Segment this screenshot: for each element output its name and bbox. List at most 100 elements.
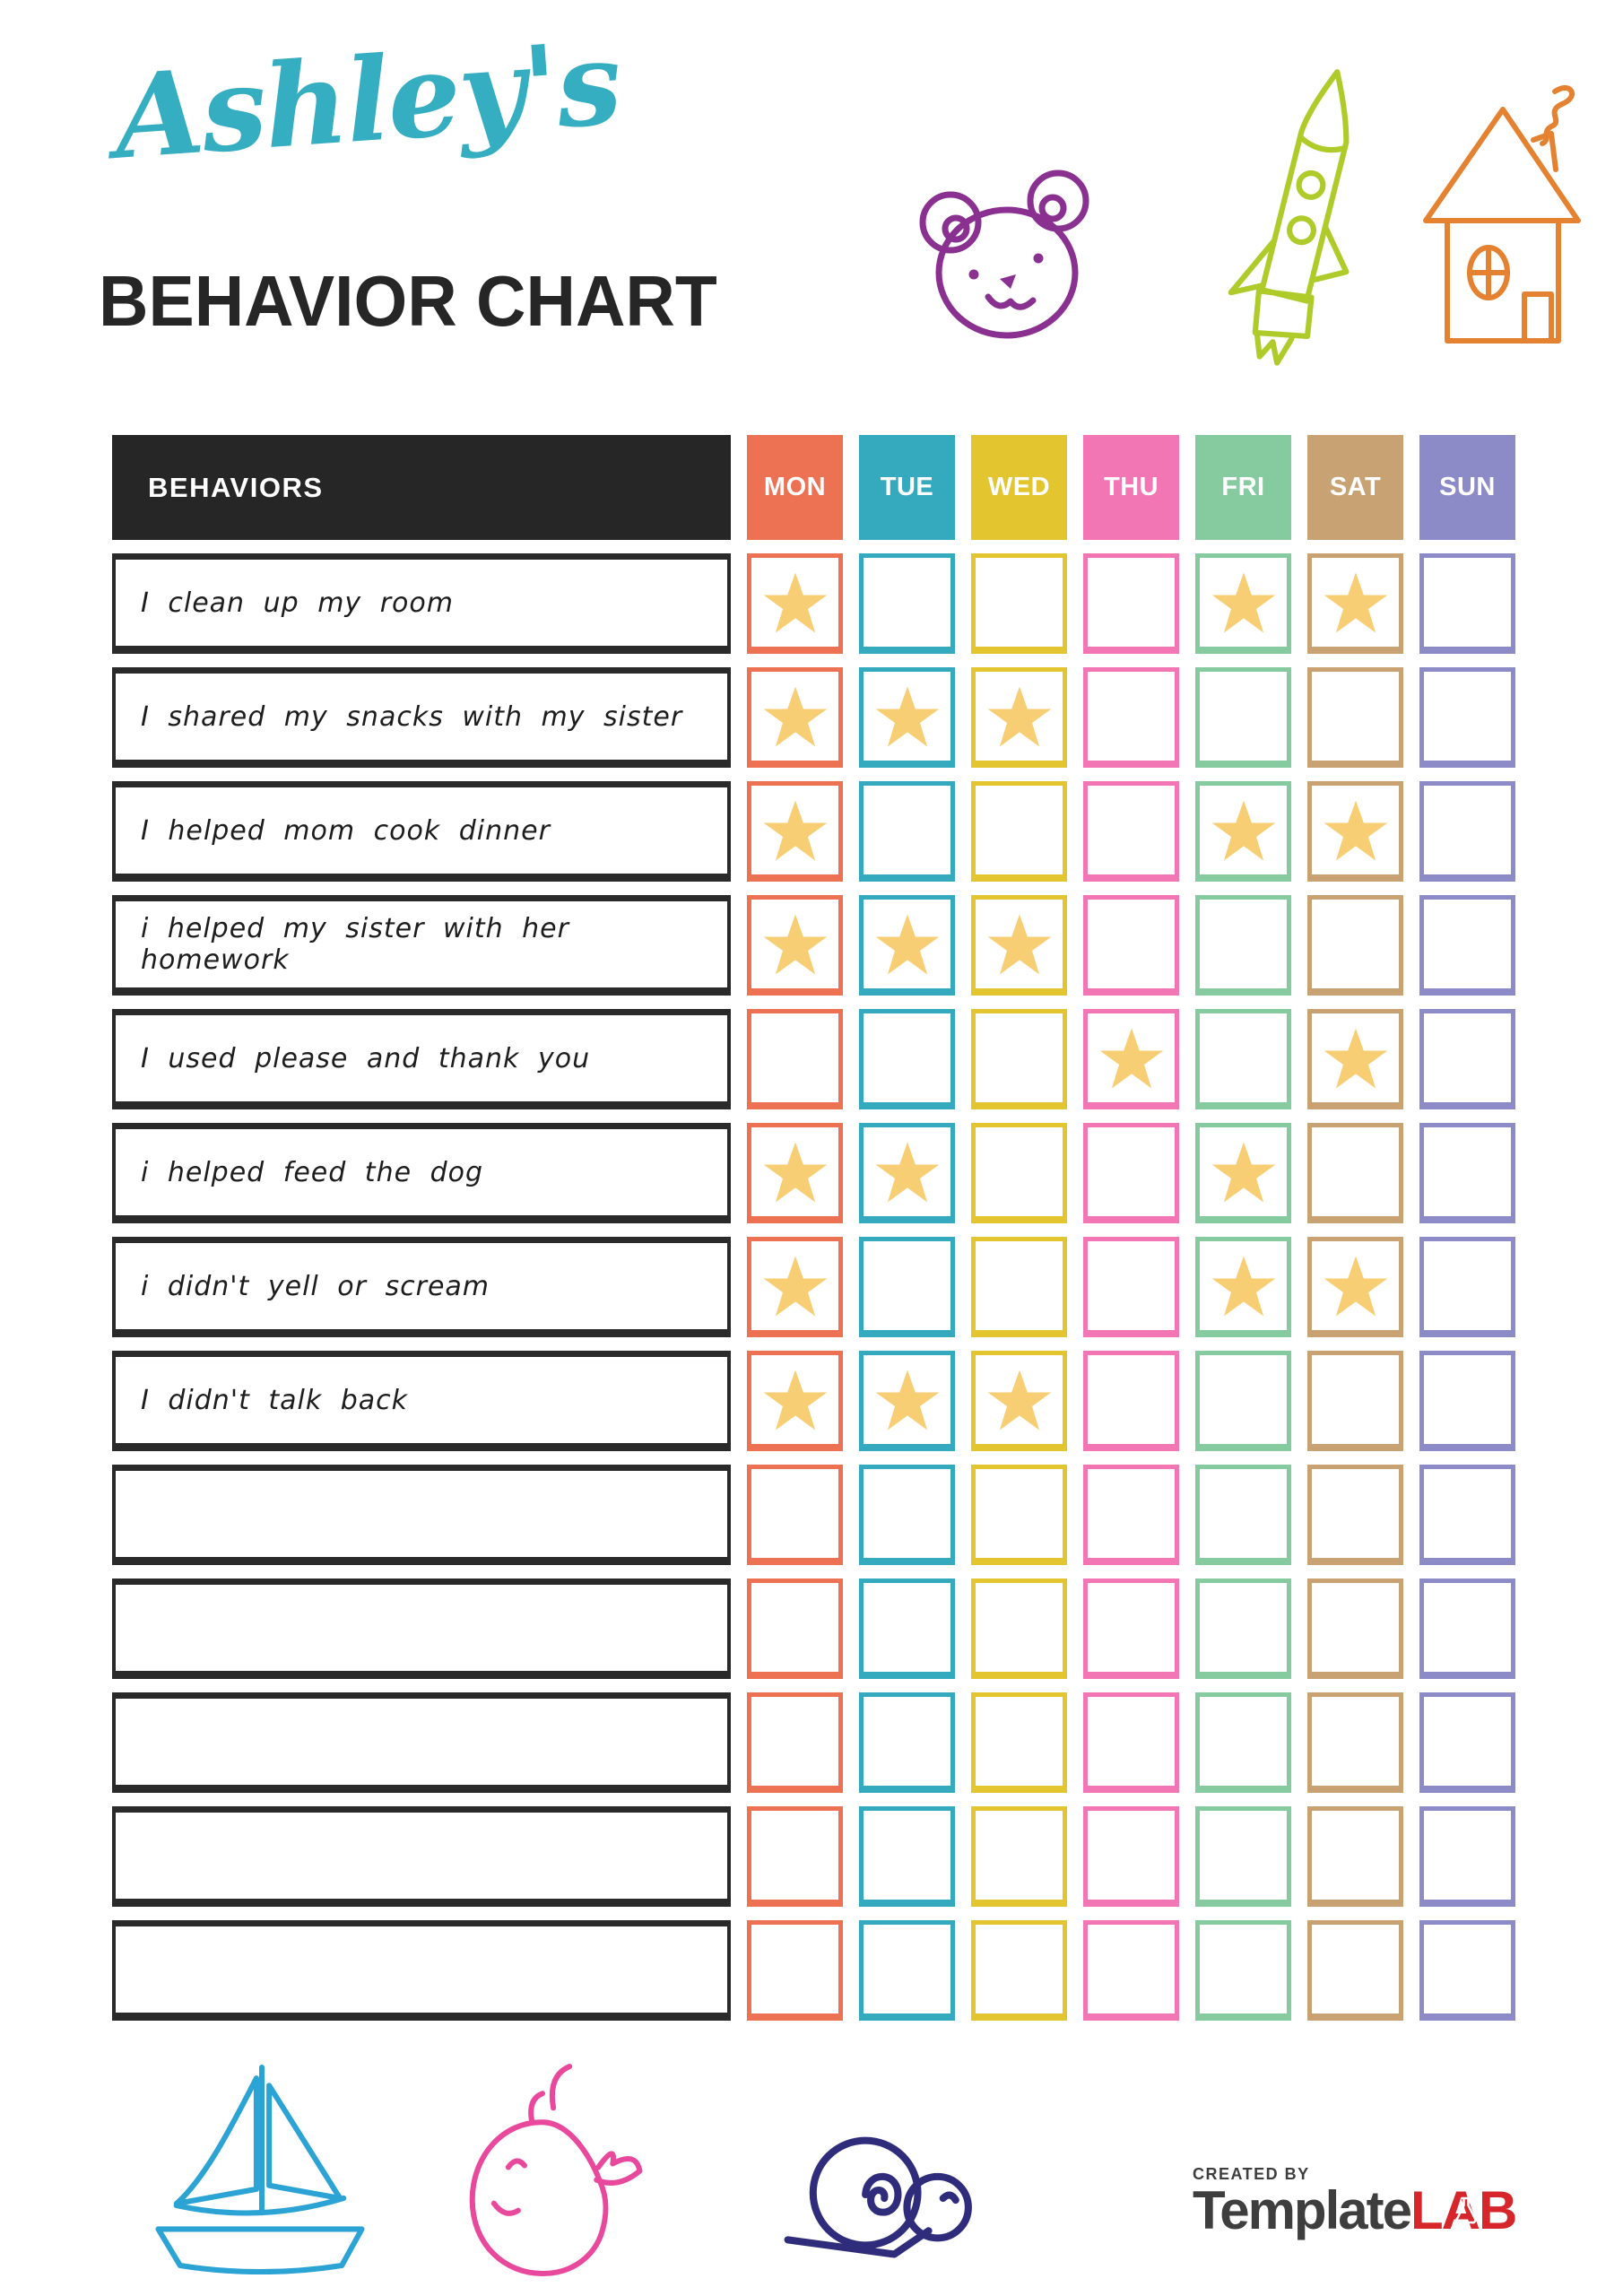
chart-cell-fri-row12[interactable] [1195,1806,1291,1907]
chart-cell-sun-row5[interactable] [1419,1009,1515,1109]
chart-cell-mon-row2[interactable] [747,667,843,768]
chart-cell-fri-row13[interactable] [1195,1920,1291,2021]
chart-cell-sat-row13[interactable] [1307,1920,1403,2021]
chart-cell-sun-row9[interactable] [1419,1465,1515,1565]
chart-cell-tue-row9[interactable] [859,1465,955,1565]
day-header-thu: THU [1083,435,1179,540]
chart-cell-fri-row2[interactable] [1195,667,1291,768]
chart-cell-thu-row5[interactable] [1083,1009,1179,1109]
chart-cell-wed-row9[interactable] [971,1465,1067,1565]
chart-cell-tue-row4[interactable] [859,895,955,996]
chart-cell-mon-row10[interactable] [747,1578,843,1679]
chart-cell-wed-row6[interactable] [971,1123,1067,1223]
chart-cell-thu-row2[interactable] [1083,667,1179,768]
chart-cell-fri-row6[interactable] [1195,1123,1291,1223]
chart-cell-thu-row4[interactable] [1083,895,1179,996]
behavior-label-cell-row3: I helped mom cook dinner [112,781,731,882]
chart-cell-tue-row6[interactable] [859,1123,955,1223]
chart-cell-fri-row11[interactable] [1195,1692,1291,1793]
chart-cell-fri-row9[interactable] [1195,1465,1291,1565]
chart-cell-mon-row11[interactable] [747,1692,843,1793]
house-doodle-icon [1410,81,1589,364]
chart-cell-thu-row10[interactable] [1083,1578,1179,1679]
chart-cell-sat-row6[interactable] [1307,1123,1403,1223]
chart-cell-sun-row6[interactable] [1419,1123,1515,1223]
chart-cell-mon-row5[interactable] [747,1009,843,1109]
whale-doodle-icon [405,2050,671,2280]
chart-cell-mon-row8[interactable] [747,1351,843,1451]
chart-cell-tue-row3[interactable] [859,781,955,882]
chart-cell-sun-row3[interactable] [1419,781,1515,882]
chart-cell-sat-row5[interactable] [1307,1009,1403,1109]
chart-cell-sun-row1[interactable] [1419,553,1515,654]
star-icon [763,685,827,747]
chart-cell-mon-row1[interactable] [747,553,843,654]
chart-cell-mon-row3[interactable] [747,781,843,882]
chart-cell-thu-row11[interactable] [1083,1692,1179,1793]
chart-cell-sun-row10[interactable] [1419,1578,1515,1679]
chart-cell-thu-row7[interactable] [1083,1237,1179,1337]
chart-cell-fri-row8[interactable] [1195,1351,1291,1451]
chart-cell-tue-row2[interactable] [859,667,955,768]
chart-cell-wed-row2[interactable] [971,667,1067,768]
chart-cell-wed-row10[interactable] [971,1578,1067,1679]
chart-cell-mon-row13[interactable] [747,1920,843,2021]
chart-cell-tue-row12[interactable] [859,1806,955,1907]
chart-cell-thu-row8[interactable] [1083,1351,1179,1451]
chart-cell-tue-row8[interactable] [859,1351,955,1451]
chart-cell-sat-row2[interactable] [1307,667,1403,768]
chart-cell-tue-row13[interactable] [859,1920,955,2021]
behavior-label: i helped feed the dog [141,1156,484,1188]
chart-cell-mon-row7[interactable] [747,1237,843,1337]
chart-cell-sat-row3[interactable] [1307,781,1403,882]
chart-cell-wed-row7[interactable] [971,1237,1067,1337]
chart-cell-thu-row9[interactable] [1083,1465,1179,1565]
chart-cell-tue-row7[interactable] [859,1237,955,1337]
chart-cell-wed-row1[interactable] [971,553,1067,654]
chart-cell-wed-row12[interactable] [971,1806,1067,1907]
chart-cell-sat-row10[interactable] [1307,1578,1403,1679]
chart-cell-sat-row4[interactable] [1307,895,1403,996]
chart-cell-tue-row1[interactable] [859,553,955,654]
chart-cell-wed-row13[interactable] [971,1920,1067,2021]
chart-cell-mon-row6[interactable] [747,1123,843,1223]
chart-cell-thu-row1[interactable] [1083,553,1179,654]
chart-cell-thu-row12[interactable] [1083,1806,1179,1907]
chart-cell-sun-row13[interactable] [1419,1920,1515,2021]
star-icon [1324,1255,1387,1317]
chart-cell-sun-row8[interactable] [1419,1351,1515,1451]
page-title: BEHAVIOR CHART [99,261,717,341]
chart-cell-tue-row10[interactable] [859,1578,955,1679]
chart-cell-wed-row5[interactable] [971,1009,1067,1109]
chart-cell-thu-row3[interactable] [1083,781,1179,882]
chart-cell-thu-row6[interactable] [1083,1123,1179,1223]
chart-cell-mon-row12[interactable] [747,1806,843,1907]
chart-cell-mon-row4[interactable] [747,895,843,996]
chart-cell-tue-row5[interactable] [859,1009,955,1109]
chart-cell-fri-row7[interactable] [1195,1237,1291,1337]
chart-cell-sat-row11[interactable] [1307,1692,1403,1793]
chart-cell-wed-row8[interactable] [971,1351,1067,1451]
chart-cell-thu-row13[interactable] [1083,1920,1179,2021]
chart-cell-sat-row9[interactable] [1307,1465,1403,1565]
chart-cell-sat-row1[interactable] [1307,553,1403,654]
chart-cell-sun-row2[interactable] [1419,667,1515,768]
chart-cell-wed-row4[interactable] [971,895,1067,996]
chart-cell-mon-row9[interactable] [747,1465,843,1565]
chart-cell-tue-row11[interactable] [859,1692,955,1793]
chart-cell-sun-row12[interactable] [1419,1806,1515,1907]
chart-cell-sun-row7[interactable] [1419,1237,1515,1337]
chart-cell-fri-row10[interactable] [1195,1578,1291,1679]
chart-cell-wed-row3[interactable] [971,781,1067,882]
chart-cell-fri-row3[interactable] [1195,781,1291,882]
chart-cell-sat-row12[interactable] [1307,1806,1403,1907]
chart-cell-fri-row1[interactable] [1195,553,1291,654]
chart-cell-sat-row8[interactable] [1307,1351,1403,1451]
chart-cell-sat-row7[interactable] [1307,1237,1403,1337]
chart-cell-fri-row4[interactable] [1195,895,1291,996]
chart-cell-wed-row11[interactable] [971,1692,1067,1793]
chart-cell-sun-row4[interactable] [1419,895,1515,996]
chart-cell-fri-row5[interactable] [1195,1009,1291,1109]
rocket-doodle-icon [1163,43,1444,415]
chart-cell-sun-row11[interactable] [1419,1692,1515,1793]
